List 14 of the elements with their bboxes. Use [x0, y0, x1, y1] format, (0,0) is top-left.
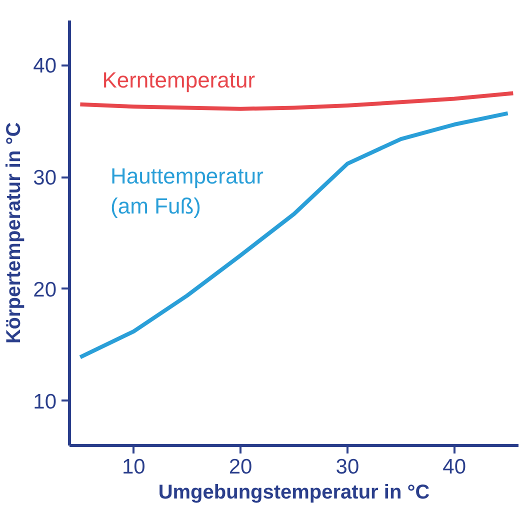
x-axis-title: Umgebungstemperatur in °C — [158, 482, 430, 504]
y-tick-label: 20 — [33, 278, 56, 302]
y-axis-title: Körpertemperatur in °C — [3, 122, 26, 344]
x-tick-label: 20 — [228, 456, 252, 478]
x-tick-label: 40 — [442, 456, 466, 478]
line-series — [78, 91, 516, 111]
series-label: Kerntemperatur — [102, 67, 256, 92]
line-series — [78, 111, 510, 360]
x-tick-label: 30 — [336, 456, 360, 478]
y-tick-label: 30 — [33, 166, 56, 190]
y-tick-label: 10 — [33, 390, 56, 414]
series-label: Hauttemperatur (am Fuß) — [110, 163, 264, 218]
x-tick-label: 10 — [122, 456, 146, 478]
y-tick-label: 40 — [33, 54, 56, 78]
